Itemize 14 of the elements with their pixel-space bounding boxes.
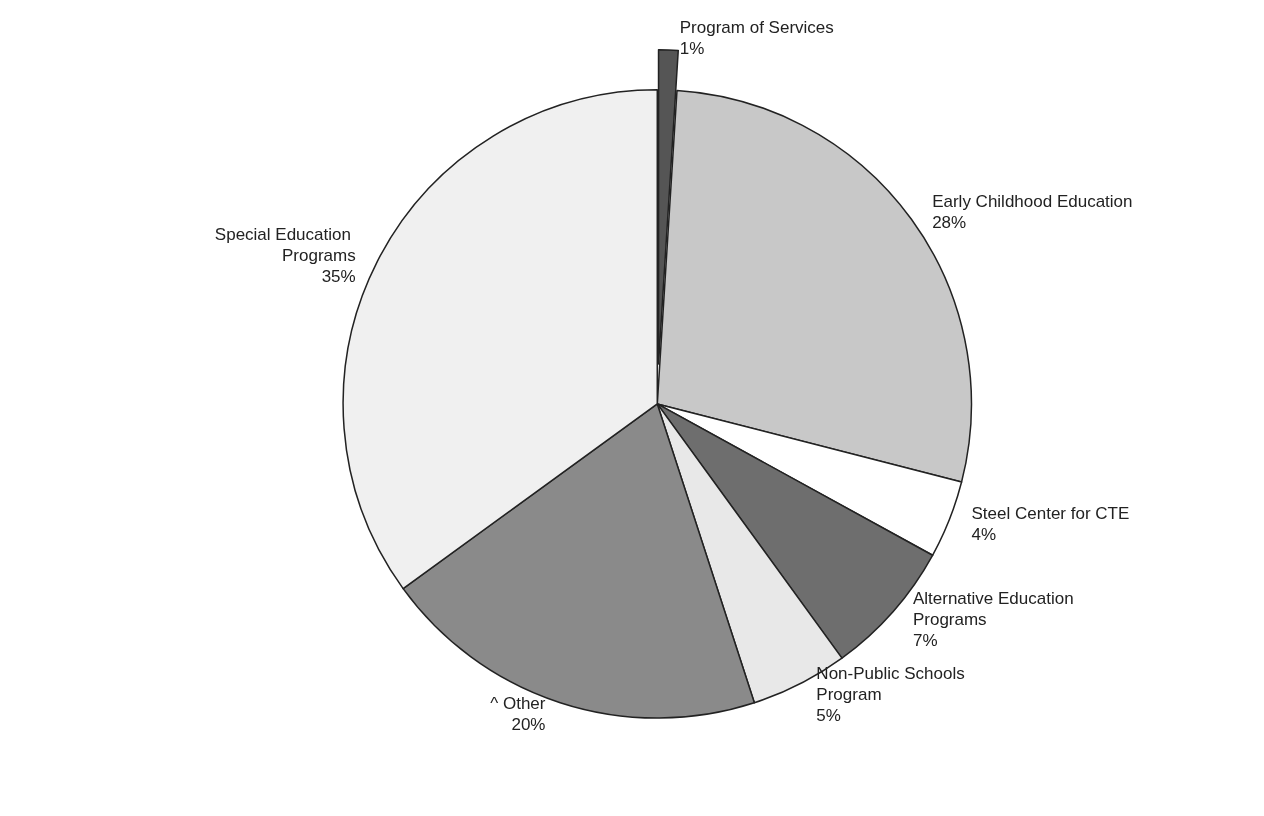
slice-label: Steel Center for CTE (971, 503, 1130, 523)
data-label: 20% (511, 715, 546, 735)
data-label: 5% (816, 706, 841, 726)
slice-label: Program of Services (679, 17, 834, 37)
slice-label: Special Education Programs (214, 225, 356, 266)
data-label: 35% (321, 267, 356, 287)
data-label: 7% (912, 631, 938, 651)
slice-label: Early Childhood Education (932, 192, 1133, 212)
data-label: 28% (932, 213, 967, 233)
slice-label: ^ Other (490, 694, 546, 714)
slice-label: Non-Public Schools Program (816, 664, 970, 705)
data-label: 4% (971, 524, 997, 544)
data-label: 1% (679, 38, 705, 58)
slice-label: Alternative Education Programs (912, 589, 1079, 630)
